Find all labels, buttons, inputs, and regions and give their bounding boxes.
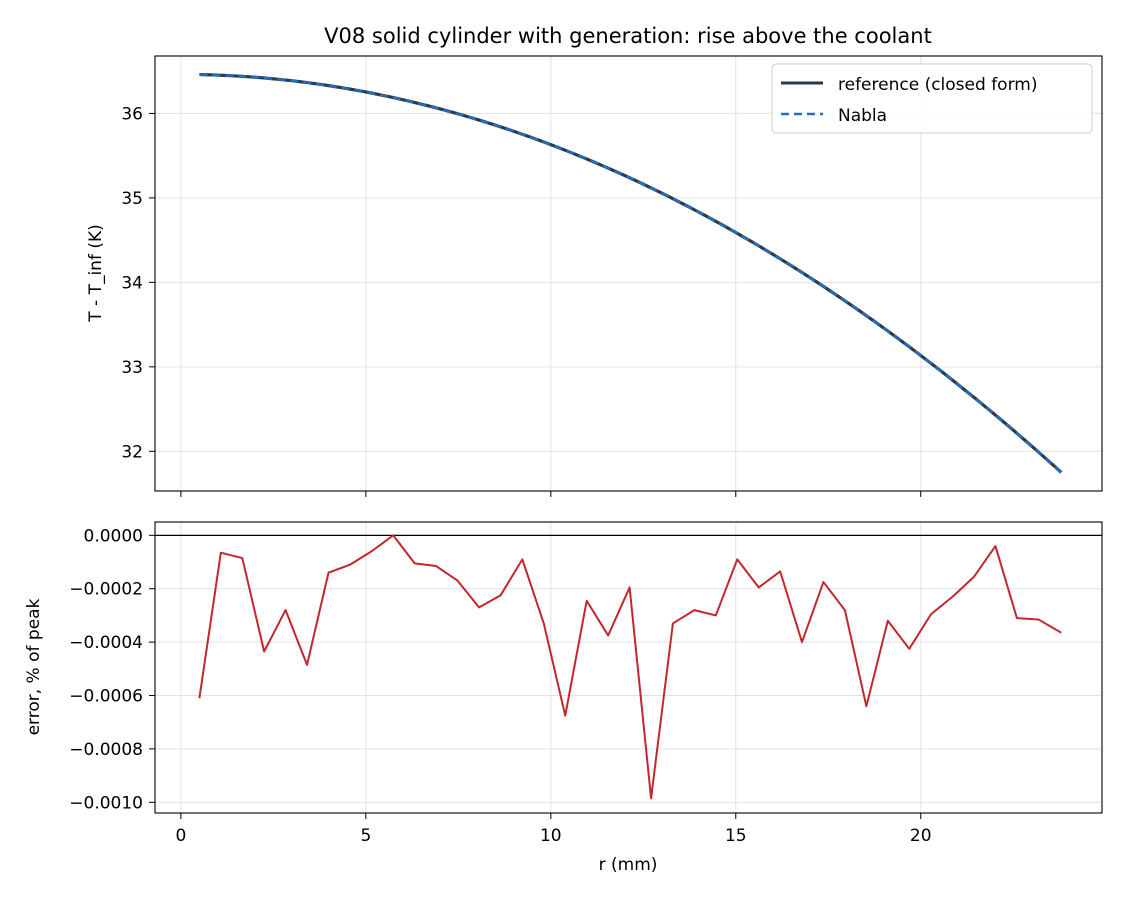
legend-label-reference: reference (closed form): [838, 75, 1037, 95]
bottom-y-tick-label: 0.0000: [84, 526, 143, 546]
bottom-y-tick-label: −0.0008: [69, 740, 143, 760]
top-lines: [199, 72, 1063, 474]
bottom-x-axis-label: r (mm): [599, 855, 658, 875]
top-y-tick-label: 33: [121, 358, 143, 378]
top-y-tick-label: 34: [121, 273, 143, 293]
bottom-y-tick-label: −0.0010: [69, 793, 143, 813]
top-y-ticks: 32 33 34 35 36: [121, 104, 155, 462]
bottom-x-tick-label: 0: [175, 826, 186, 846]
legend-box: [771, 63, 1093, 134]
top-y-tick-label: 36: [121, 104, 143, 124]
top-x-ticks: [180, 491, 922, 497]
top-y-tick-label: 35: [121, 189, 143, 209]
bottom-y-tick-label: −0.0006: [69, 687, 143, 707]
top-y-axis-label: T - T_inf (K): [86, 224, 106, 323]
bottom-y-axis-label: error, % of peak: [24, 598, 44, 735]
bottom-grid: [155, 522, 1102, 813]
bottom-x-tick-label: 20: [910, 826, 932, 846]
series-line-error: [198, 534, 1062, 800]
bottom-x-ticks: 0 5 10 15 20: [175, 813, 932, 846]
bottom-y-ticks: 0.0000 −0.0002 −0.0004 −0.0006 −0.0008 −0.001…: [69, 526, 155, 813]
bottom-axes-frame: [154, 521, 1103, 814]
series-line-nabla: [199, 73, 1063, 474]
legend-label-nabla: Nabla: [838, 106, 887, 126]
bottom-lines: [198, 534, 1062, 800]
bottom-x-tick-label: 10: [540, 826, 562, 846]
bottom-y-tick-label: −0.0002: [69, 580, 143, 600]
top-axes-frame: [154, 55, 1103, 492]
bottom-x-tick-label: 5: [360, 826, 371, 846]
bottom-y-tick-label: −0.0004: [69, 633, 143, 653]
top-y-tick-label: 32: [121, 442, 143, 462]
bottom-x-tick-label: 15: [725, 826, 747, 846]
legend: reference (closed form) Nabla: [771, 63, 1093, 134]
top-chart-title: V08 solid cylinder with generation: rise…: [324, 24, 932, 48]
